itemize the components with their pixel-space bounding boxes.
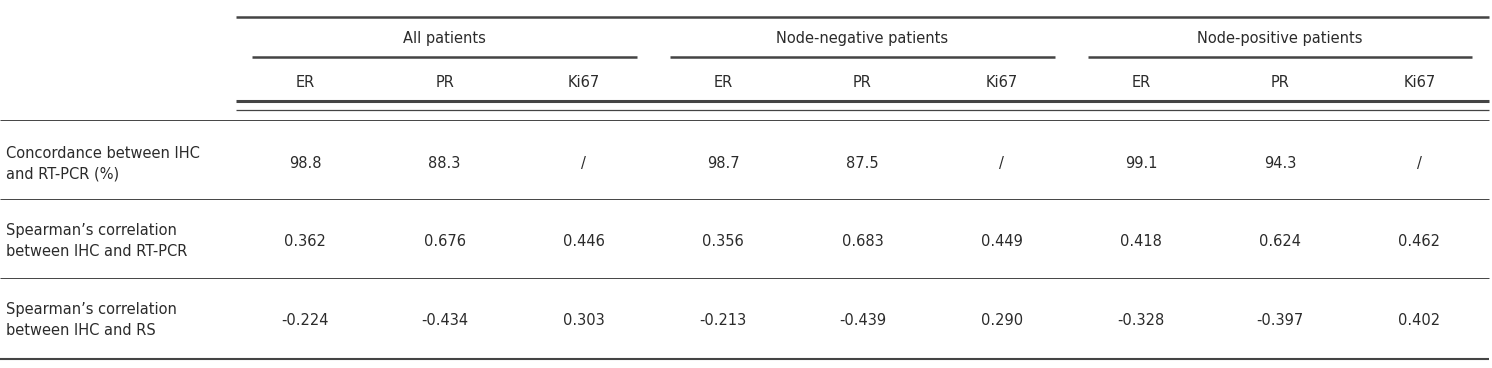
Text: /: / bbox=[1000, 156, 1004, 171]
Text: 98.8: 98.8 bbox=[289, 156, 322, 171]
Text: 0.449: 0.449 bbox=[980, 234, 1022, 248]
Text: -0.213: -0.213 bbox=[700, 313, 747, 328]
Text: -0.434: -0.434 bbox=[421, 313, 468, 328]
Text: 0.624: 0.624 bbox=[1259, 234, 1301, 248]
Text: 87.5: 87.5 bbox=[846, 156, 879, 171]
Text: Spearman’s correlation
between IHC and RT-PCR: Spearman’s correlation between IHC and R… bbox=[6, 223, 188, 259]
Text: -0.397: -0.397 bbox=[1256, 313, 1304, 328]
Text: Ki67: Ki67 bbox=[1404, 75, 1435, 90]
Text: ER: ER bbox=[295, 75, 315, 90]
Text: Concordance between IHC
and RT-PCR (%): Concordance between IHC and RT-PCR (%) bbox=[6, 146, 200, 181]
Text: PR: PR bbox=[1271, 75, 1289, 90]
Text: Node-positive patients: Node-positive patients bbox=[1198, 31, 1362, 46]
Text: 0.418: 0.418 bbox=[1120, 234, 1162, 248]
Text: 0.683: 0.683 bbox=[841, 234, 883, 248]
Text: ER: ER bbox=[713, 75, 733, 90]
Text: All patients: All patients bbox=[403, 31, 486, 46]
Text: -0.224: -0.224 bbox=[282, 313, 330, 328]
Text: 0.446: 0.446 bbox=[562, 234, 604, 248]
Text: Spearman’s correlation
between IHC and RS: Spearman’s correlation between IHC and R… bbox=[6, 302, 178, 338]
Text: -0.439: -0.439 bbox=[839, 313, 886, 328]
Text: Ki67: Ki67 bbox=[568, 75, 600, 90]
Text: PR: PR bbox=[436, 75, 454, 90]
Text: 98.7: 98.7 bbox=[707, 156, 740, 171]
Text: PR: PR bbox=[853, 75, 871, 90]
Text: 0.676: 0.676 bbox=[424, 234, 466, 248]
Text: /: / bbox=[582, 156, 586, 171]
Text: /: / bbox=[1417, 156, 1422, 171]
Text: 0.462: 0.462 bbox=[1398, 234, 1440, 248]
Text: 0.356: 0.356 bbox=[703, 234, 745, 248]
Text: 0.303: 0.303 bbox=[562, 313, 604, 328]
Text: 0.402: 0.402 bbox=[1398, 313, 1440, 328]
Text: Ki67: Ki67 bbox=[986, 75, 1018, 90]
Text: 99.1: 99.1 bbox=[1125, 156, 1158, 171]
Text: 88.3: 88.3 bbox=[428, 156, 461, 171]
Text: Node-negative patients: Node-negative patients bbox=[776, 31, 949, 46]
Text: 0.290: 0.290 bbox=[980, 313, 1022, 328]
Text: 94.3: 94.3 bbox=[1264, 156, 1297, 171]
Text: 0.362: 0.362 bbox=[285, 234, 327, 248]
Text: ER: ER bbox=[1131, 75, 1150, 90]
Text: -0.328: -0.328 bbox=[1118, 313, 1165, 328]
